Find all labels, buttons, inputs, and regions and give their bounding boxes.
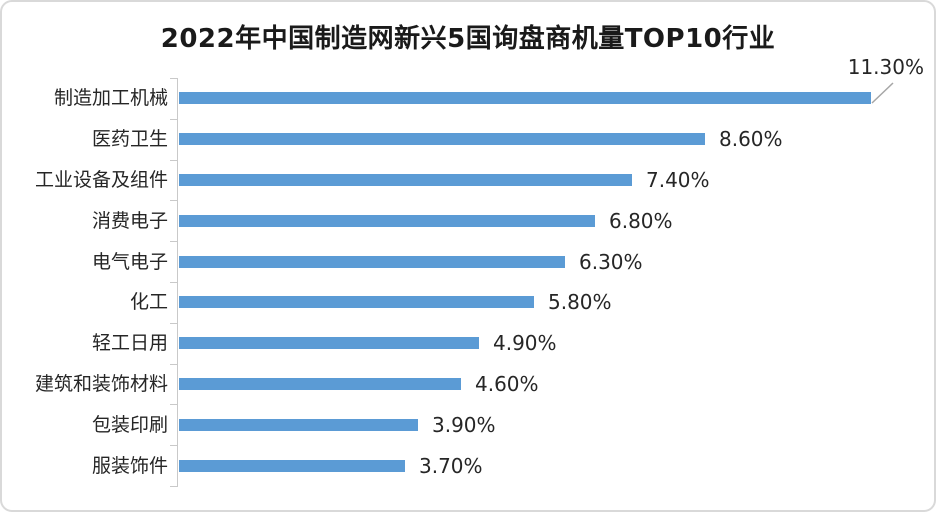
axis-tick [170, 160, 178, 161]
value-label: 5.80% [548, 290, 612, 314]
bar [179, 460, 405, 472]
category-label: 包装印刷 [91, 414, 168, 436]
category-label: 建筑和装饰材料 [34, 373, 168, 395]
axis-tick [170, 78, 178, 79]
bar [179, 133, 705, 145]
bar [179, 174, 632, 186]
category-label: 医药卫生 [91, 128, 168, 150]
axis-tick [170, 119, 178, 120]
value-label: 6.30% [579, 250, 643, 274]
value-label: 11.30% [847, 55, 924, 79]
bar [179, 419, 418, 431]
bar [179, 215, 595, 227]
axis-tick [170, 282, 178, 283]
axis-tick [170, 486, 178, 487]
value-label: 4.90% [493, 331, 557, 355]
value-label: 6.80% [609, 209, 673, 233]
category-label: 制造加工机械 [53, 87, 168, 109]
value-label: 3.90% [432, 413, 496, 437]
chart-title: 2022年中国制造网新兴5国询盘商机量TOP10行业 [160, 24, 776, 54]
category-label: 工业设备及组件 [34, 169, 168, 191]
category-label: 消费电子 [91, 210, 168, 232]
category-label: 化工 [129, 291, 168, 313]
bar [179, 337, 479, 349]
leader-line [871, 82, 894, 104]
axis-tick [170, 323, 178, 324]
bar [179, 378, 461, 390]
axis-tick [170, 364, 178, 365]
axis-tick [170, 404, 178, 405]
category-label: 电气电子 [91, 251, 168, 273]
bar [179, 296, 534, 308]
category-label: 服装饰件 [91, 455, 168, 477]
axis-tick [170, 445, 178, 446]
bar [179, 256, 565, 268]
bar [179, 92, 871, 104]
value-label: 7.40% [646, 168, 710, 192]
category-label: 轻工日用 [91, 332, 168, 354]
value-label: 4.60% [475, 372, 539, 396]
value-label: 8.60% [719, 127, 783, 151]
axis-tick [170, 241, 178, 242]
axis-tick [170, 200, 178, 201]
value-label: 3.70% [419, 454, 483, 478]
